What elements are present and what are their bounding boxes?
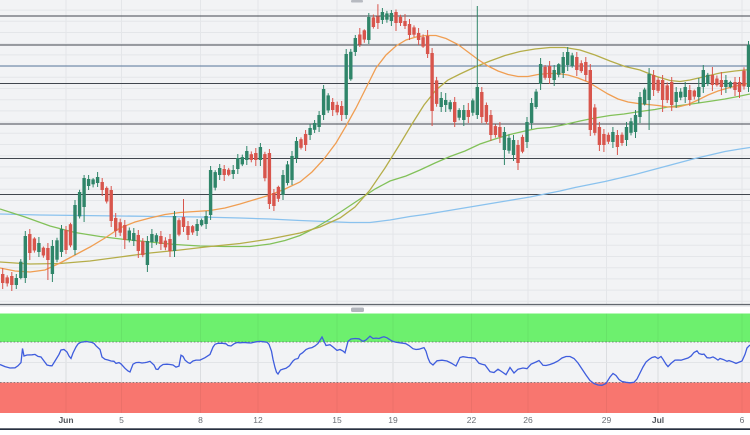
svg-text:5: 5 [119,415,124,425]
svg-text:26: 26 [523,415,533,425]
svg-text:6: 6 [740,415,745,425]
svg-text:22: 22 [467,415,477,425]
svg-text:29: 29 [602,415,612,425]
svg-text:12: 12 [253,415,263,425]
svg-text:8: 8 [198,415,203,425]
svg-text:Jul: Jul [652,415,664,425]
svg-text:15: 15 [332,415,342,425]
svg-text:Jun: Jun [58,415,73,425]
svg-text:19: 19 [388,415,398,425]
